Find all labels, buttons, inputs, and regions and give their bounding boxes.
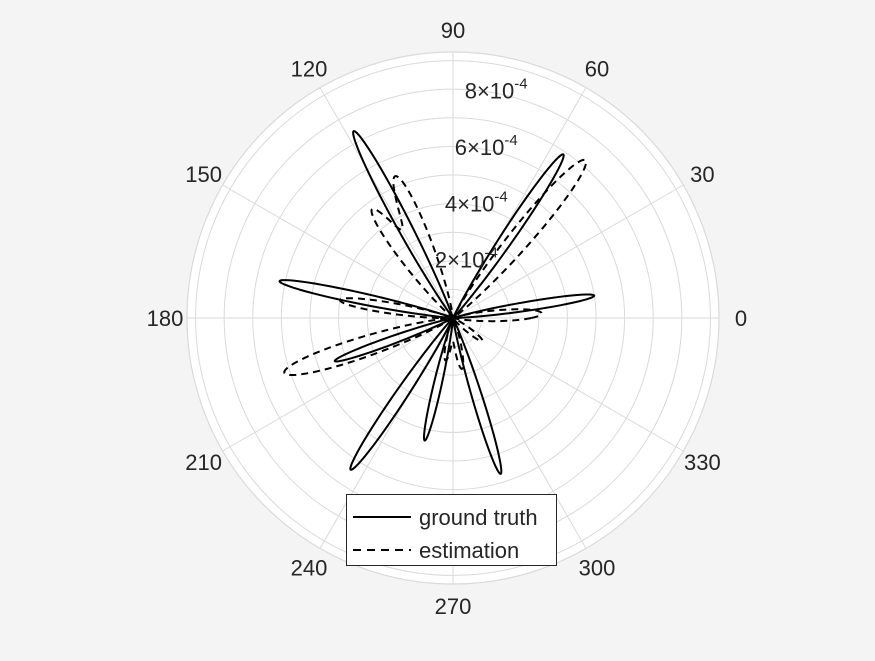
legend-item-ground-truth: ground truth bbox=[347, 501, 556, 531]
angle-grid-line bbox=[222, 317, 454, 452]
angle-grid-line bbox=[452, 87, 587, 319]
angle-tick-label: 300 bbox=[579, 555, 616, 580]
angle-tick-label: 60 bbox=[585, 57, 609, 82]
angle-tick-labels: 0 30 60 90 120 150 180 210 240 270 300 330 bbox=[147, 18, 747, 619]
legend-line-dashed-icon bbox=[353, 549, 411, 551]
legend-label-ground-truth: ground truth bbox=[419, 505, 538, 530]
angle-tick-label: 210 bbox=[185, 450, 222, 475]
angle-tick-label: 0 bbox=[735, 306, 747, 331]
angle-tick-label: 120 bbox=[291, 57, 328, 82]
angle-tick-label: 180 bbox=[147, 306, 184, 331]
radial-grid-ring bbox=[280, 145, 626, 491]
radial-tick-label: 2×10-4 bbox=[435, 245, 498, 273]
angle-grid-line bbox=[319, 87, 454, 319]
radial-tick-label: 8×10-4 bbox=[465, 76, 528, 104]
radial-grid-ring bbox=[338, 203, 568, 433]
series-line-estimation bbox=[283, 158, 588, 377]
angle-grid-line bbox=[452, 184, 684, 319]
angle-tick-label: 330 bbox=[684, 450, 721, 475]
legend: ground truth estimation bbox=[346, 494, 557, 566]
legend-label-estimation: estimation bbox=[419, 538, 520, 563]
radial-tick-label: 4×10-4 bbox=[445, 188, 508, 216]
radial-grid-ring bbox=[395, 260, 511, 376]
angle-grid-line bbox=[319, 317, 454, 549]
angle-grid-line bbox=[452, 317, 684, 452]
legend-item-estimation: estimation bbox=[347, 534, 556, 564]
angle-grid-line bbox=[222, 184, 454, 319]
series-layer bbox=[278, 130, 596, 475]
radial-tick-label: 6×10-4 bbox=[455, 132, 518, 160]
angle-tick-label: 240 bbox=[291, 555, 328, 580]
angle-tick-label: 90 bbox=[441, 18, 465, 43]
radial-grid-ring bbox=[195, 60, 711, 576]
radial-tick-labels: 2×10-4 4×10-4 6×10-4 8×10-4 bbox=[435, 76, 528, 273]
radial-grid-ring bbox=[309, 174, 597, 462]
angle-grid-line bbox=[452, 317, 587, 549]
legend-line-solid-icon bbox=[353, 516, 411, 518]
angle-tick-label: 30 bbox=[690, 162, 714, 187]
angle-tick-label: 270 bbox=[435, 594, 472, 619]
radial-grid-ring bbox=[366, 231, 540, 405]
outer-ring bbox=[186, 51, 720, 585]
angle-tick-label: 150 bbox=[185, 162, 222, 187]
